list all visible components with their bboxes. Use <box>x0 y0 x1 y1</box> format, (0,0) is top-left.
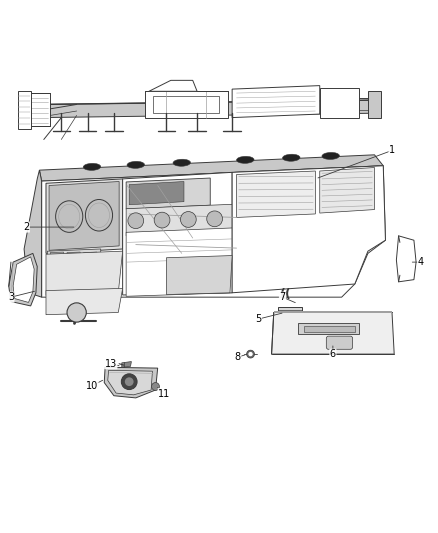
Polygon shape <box>18 91 31 128</box>
Circle shape <box>67 303 86 322</box>
Polygon shape <box>24 170 42 297</box>
Polygon shape <box>166 255 232 295</box>
Ellipse shape <box>322 152 339 159</box>
Polygon shape <box>396 236 416 282</box>
Circle shape <box>121 374 137 390</box>
Polygon shape <box>232 86 320 118</box>
Text: 4: 4 <box>417 257 424 267</box>
Polygon shape <box>304 326 355 332</box>
Polygon shape <box>149 80 197 91</box>
Polygon shape <box>126 204 232 236</box>
Polygon shape <box>39 155 383 181</box>
Polygon shape <box>126 228 232 296</box>
Circle shape <box>247 350 254 358</box>
Polygon shape <box>122 361 131 367</box>
Polygon shape <box>129 182 184 205</box>
Text: 5: 5 <box>255 314 261 324</box>
Polygon shape <box>278 307 302 316</box>
Polygon shape <box>46 251 123 295</box>
Polygon shape <box>368 91 381 118</box>
Polygon shape <box>126 178 210 209</box>
Polygon shape <box>9 253 37 306</box>
Circle shape <box>35 120 40 125</box>
Polygon shape <box>274 311 392 313</box>
Polygon shape <box>13 257 34 302</box>
Polygon shape <box>42 166 385 297</box>
Polygon shape <box>320 88 359 118</box>
Text: 10: 10 <box>86 381 98 391</box>
Text: 13: 13 <box>105 359 117 369</box>
Polygon shape <box>237 171 315 217</box>
Ellipse shape <box>83 163 101 171</box>
Polygon shape <box>49 182 119 251</box>
Polygon shape <box>84 252 97 270</box>
Text: 11: 11 <box>158 389 170 399</box>
Text: 7: 7 <box>279 292 286 302</box>
Circle shape <box>128 213 144 229</box>
Polygon shape <box>24 93 50 126</box>
Text: 2: 2 <box>23 222 29 232</box>
Text: ((: (( <box>279 288 291 302</box>
Polygon shape <box>153 96 219 113</box>
Text: 1: 1 <box>389 146 395 156</box>
Circle shape <box>180 212 196 228</box>
Text: 8: 8 <box>235 352 241 362</box>
Polygon shape <box>47 249 101 273</box>
Ellipse shape <box>237 156 254 163</box>
Ellipse shape <box>283 154 300 161</box>
Polygon shape <box>298 324 359 334</box>
Polygon shape <box>320 167 374 213</box>
Polygon shape <box>108 370 152 395</box>
Polygon shape <box>46 179 123 253</box>
Ellipse shape <box>173 159 191 166</box>
Polygon shape <box>145 91 228 118</box>
Circle shape <box>35 94 40 99</box>
Text: 3: 3 <box>8 292 14 302</box>
Circle shape <box>152 383 159 391</box>
Polygon shape <box>42 100 377 118</box>
Polygon shape <box>232 166 385 293</box>
Circle shape <box>248 352 253 356</box>
Polygon shape <box>123 172 232 295</box>
FancyBboxPatch shape <box>326 336 353 349</box>
Polygon shape <box>104 367 158 398</box>
Text: 6: 6 <box>330 349 336 359</box>
Polygon shape <box>46 288 123 314</box>
Polygon shape <box>67 252 80 270</box>
Circle shape <box>125 377 134 386</box>
Polygon shape <box>50 252 64 270</box>
Circle shape <box>154 212 170 228</box>
Circle shape <box>207 211 223 227</box>
Circle shape <box>35 108 40 113</box>
Polygon shape <box>272 312 394 354</box>
Ellipse shape <box>127 161 145 168</box>
